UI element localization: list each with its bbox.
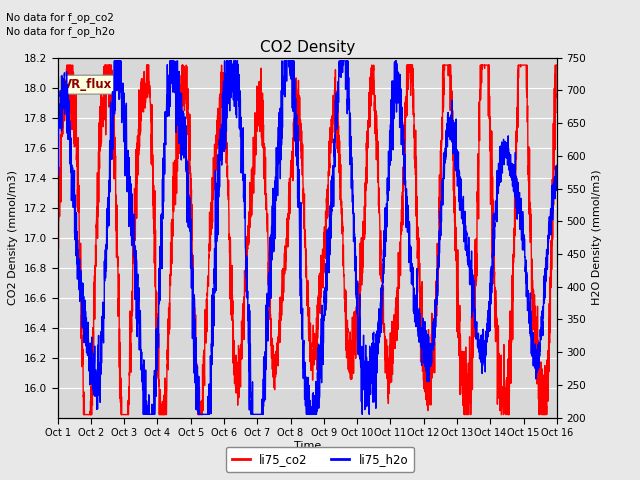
X-axis label: Time: Time (294, 441, 321, 451)
Text: No data for f_op_co2: No data for f_op_co2 (6, 12, 115, 23)
Text: No data for f_op_h2o: No data for f_op_h2o (6, 26, 115, 37)
Y-axis label: H2O Density (mmol/m3): H2O Density (mmol/m3) (592, 170, 602, 305)
Y-axis label: CO2 Density (mmol/m3): CO2 Density (mmol/m3) (8, 170, 19, 305)
Text: VR_flux: VR_flux (63, 78, 113, 91)
Legend: li75_co2, li75_h2o: li75_co2, li75_h2o (226, 447, 414, 472)
Title: CO2 Density: CO2 Density (260, 40, 355, 55)
